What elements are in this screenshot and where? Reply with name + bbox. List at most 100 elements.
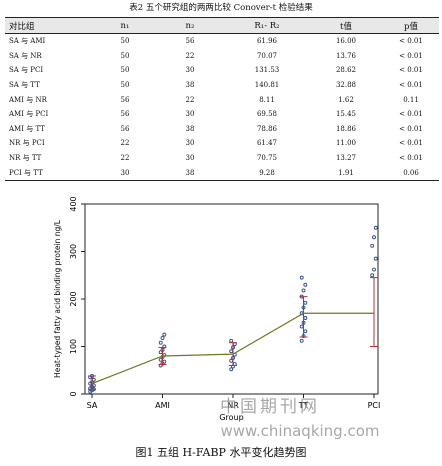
header-t-value: t值: [309, 17, 383, 34]
cell-n2: 22: [185, 95, 195, 104]
cell-n2: 38: [185, 124, 195, 133]
cell-n1: 56: [120, 110, 130, 119]
data-point: [373, 225, 378, 230]
data-point: [229, 367, 234, 372]
cell-group: NR 与 PCI: [9, 139, 45, 148]
cell-group: AMI 与 TT: [9, 124, 45, 133]
results-table-wrapper: 对比组 n₁ n₂ R₁- R₂ t值 p值 SA 与 AMI 50 56 61.96…: [5, 17, 439, 181]
cell-n2: 56: [185, 37, 195, 46]
cell-rank-diff: 9.28: [259, 168, 275, 177]
table-body: SA 与 AMI 50 56 61.96 16.00 < 0.01 SA 与 NR 50 22 7…: [5, 34, 439, 181]
data-point: [158, 340, 163, 345]
header-group: 对比组: [5, 17, 95, 34]
cell-t-value: 13.76: [335, 51, 357, 60]
cell-rank-diff: 70.07: [256, 51, 278, 60]
cell-t-value: 1.62: [338, 95, 354, 104]
header-n2: n₂: [155, 17, 225, 34]
cell-t-value: 1.91: [338, 168, 354, 177]
cell-rank-diff: 61.96: [256, 37, 278, 46]
header-rank-diff: R₁- R₂: [225, 17, 309, 34]
cell-n1: 56: [120, 124, 130, 133]
table-row: SA 与 NR 50 22 70.07 13.76 < 0.01: [5, 49, 439, 64]
cell-n2: 30: [185, 110, 195, 119]
table-row: PCI 与 TT 30 38 9.28 1.91 0.06: [5, 165, 439, 181]
x-tick-label: SA: [87, 401, 98, 410]
y-tick-label: 100: [69, 339, 78, 354]
cell-group: SA 与 NR: [9, 51, 42, 60]
cell-t-value: 15.45: [335, 110, 357, 119]
cell-p-value: < 0.01: [399, 81, 423, 90]
x-axis-label: Group: [219, 413, 243, 422]
cell-p-value: < 0.01: [399, 154, 423, 163]
cell-group: SA 与 AMI: [9, 37, 46, 46]
cell-n1: 50: [120, 51, 130, 60]
y-axis-label: Heat-typed fatty acid binding protein ng…: [53, 219, 62, 378]
data-point: [160, 335, 165, 340]
cell-n2: 30: [185, 66, 195, 75]
data-point: [299, 275, 304, 280]
chart-container: 0 100 200 300 400 SA AMI NR TT PCI Heat-typed fatt…: [0, 190, 442, 440]
table-title: 表2 五个研究组的两两比较 Conover-t 检验结果: [129, 3, 313, 13]
cell-group: PCI 与 TT: [9, 168, 43, 177]
cell-group: SA 与 PCI: [9, 66, 44, 75]
y-tick-label: 0: [69, 391, 78, 396]
table-header-row: 对比组 n₁ n₂ R₁- R₂ t值 p值: [5, 17, 439, 34]
mean-trend-line: [91, 312, 374, 385]
cell-rank-diff: 78.86: [256, 124, 278, 133]
data-point: [162, 332, 167, 337]
cell-n1: 50: [120, 66, 130, 75]
table-row: SA 与 PCI 50 30 131.53 28.62 < 0.01: [5, 63, 439, 78]
cell-rank-diff: 140.81: [254, 81, 280, 90]
table-row: NR 与 PCI 22 30 61.47 11.00 < 0.01: [5, 136, 439, 151]
header-n1: n₁: [95, 17, 155, 34]
table-row: SA 与 TT 50 38 140.81 32.88 < 0.01: [5, 78, 439, 93]
cell-t-value: 32.88: [335, 81, 357, 90]
x-tick-label: NR: [227, 401, 239, 410]
cell-n2: 38: [185, 168, 195, 177]
header-p-value: p值: [383, 17, 439, 34]
cell-p-value: < 0.01: [399, 110, 423, 119]
watermark-cn: 中国期刊网: [220, 397, 320, 417]
y-tick-label: 300: [69, 244, 78, 259]
cell-t-value: 16.00: [335, 37, 357, 46]
cell-n2: 38: [185, 81, 195, 90]
cell-p-value: < 0.01: [399, 124, 423, 133]
cell-rank-diff: 131.53: [254, 66, 280, 75]
cell-p-value: < 0.01: [399, 66, 423, 75]
cell-rank-diff: 8.11: [259, 95, 275, 104]
cell-t-value: 28.62: [335, 66, 357, 75]
data-point: [373, 256, 378, 261]
cell-rank-diff: 61.47: [256, 139, 278, 148]
cell-n1: 22: [120, 154, 130, 163]
table-row: AMI 与 PCI 56 30 69.58 15.45 < 0.01: [5, 107, 439, 122]
watermark-url: www.chinaqking.com: [220, 422, 379, 440]
x-tick-label: AMI: [155, 401, 170, 410]
cell-t-value: 18.86: [335, 124, 357, 133]
data-point: [372, 267, 376, 272]
data-point: [301, 288, 306, 293]
y-tick-label: 400: [69, 196, 78, 211]
cell-n2: 30: [185, 139, 195, 148]
y-tick-label: 200: [69, 291, 78, 306]
table-row: AMI 与 TT 56 38 78.86 18.86 < 0.01: [5, 122, 439, 137]
cell-group: AMI 与 NR: [9, 95, 47, 104]
data-point: [370, 243, 375, 248]
table-row: SA 与 AMI 50 56 61.96 16.00 < 0.01: [5, 34, 439, 49]
cell-p-value: < 0.01: [399, 139, 423, 148]
cell-n1: 22: [120, 139, 130, 148]
cell-p-value: 0.06: [403, 168, 419, 177]
results-table: 对比组 n₁ n₂ R₁- R₂ t值 p值 SA 与 AMI 50 56 61.96…: [5, 17, 439, 181]
cell-rank-diff: 70.75: [256, 154, 278, 163]
x-tick-label: PCI: [368, 401, 381, 410]
cell-n1: 50: [120, 37, 130, 46]
cell-rank-diff: 69.58: [256, 110, 278, 119]
cell-t-value: 11.00: [335, 139, 357, 148]
figure-caption: 图1 五组 H-FABP 水平变化趋势图: [135, 446, 307, 459]
cell-group: SA 与 TT: [9, 81, 40, 90]
data-point: [303, 282, 308, 287]
data-point: [299, 338, 304, 343]
cell-n1: 50: [120, 81, 130, 90]
cell-p-value: < 0.01: [399, 37, 423, 46]
data-point: [372, 235, 376, 240]
x-tick-label: TT: [298, 401, 309, 410]
